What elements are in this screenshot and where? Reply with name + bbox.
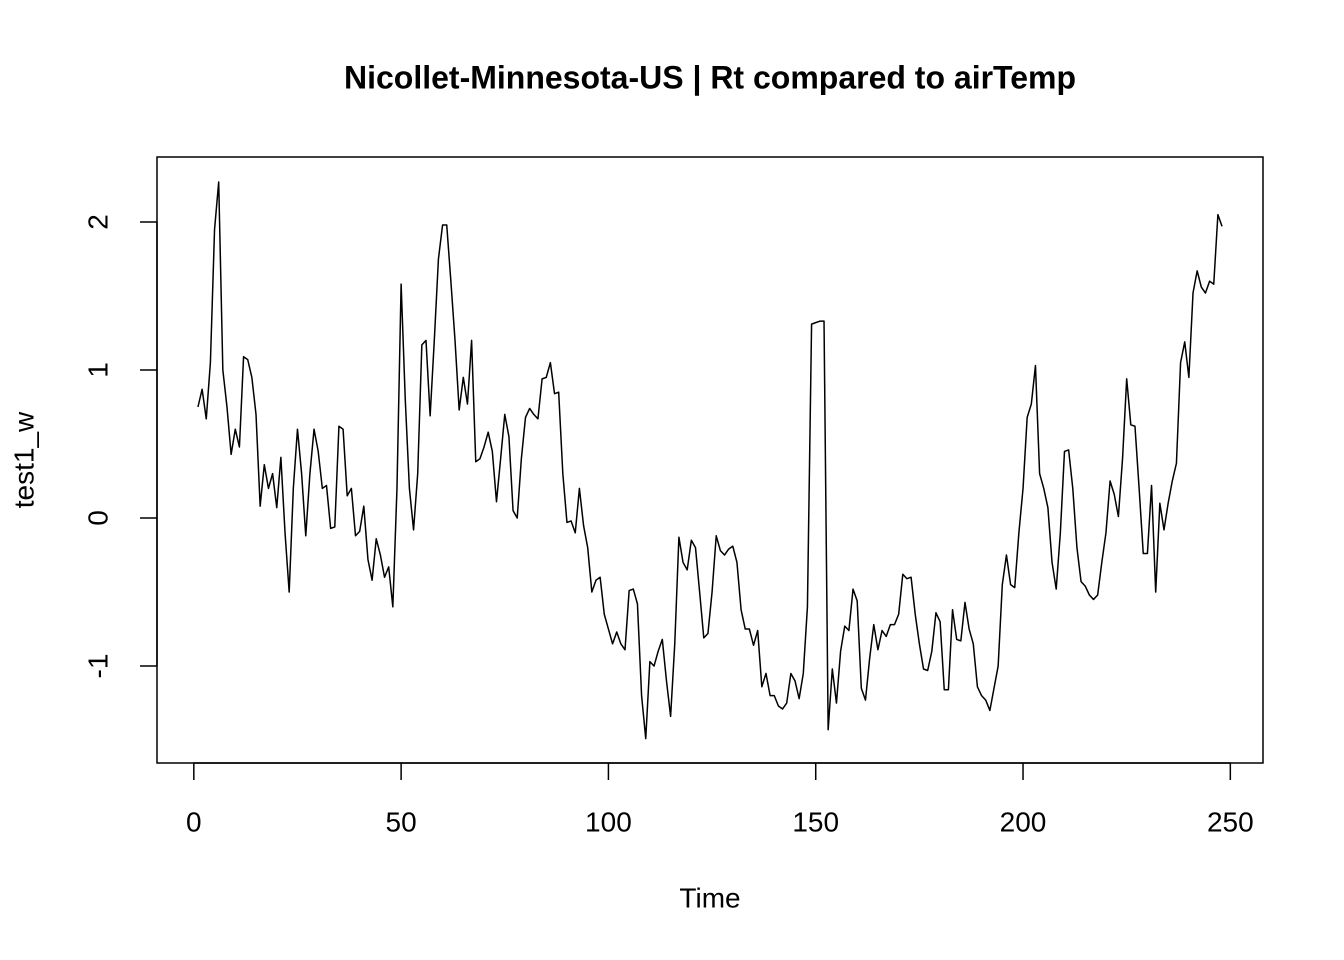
- x-axis-label: Time: [679, 882, 740, 913]
- y-tick-label: 0: [82, 510, 113, 526]
- x-tick-label: 250: [1207, 806, 1254, 837]
- series-line: [197, 181, 1223, 740]
- y-axis-label: test1_w: [8, 411, 39, 508]
- x-tick-label: 150: [792, 806, 839, 837]
- x-tick-label: 0: [186, 806, 202, 837]
- y-tick-label: 2: [82, 214, 113, 230]
- chart-title: Nicollet-Minnesota-US | Rt compared to a…: [344, 59, 1076, 95]
- x-tick-label: 50: [386, 806, 417, 837]
- y-tick-label: 1: [82, 362, 113, 378]
- x-tick-label: 200: [1000, 806, 1047, 837]
- x-tick-label: 100: [585, 806, 632, 837]
- y-tick-label: -1: [82, 654, 113, 679]
